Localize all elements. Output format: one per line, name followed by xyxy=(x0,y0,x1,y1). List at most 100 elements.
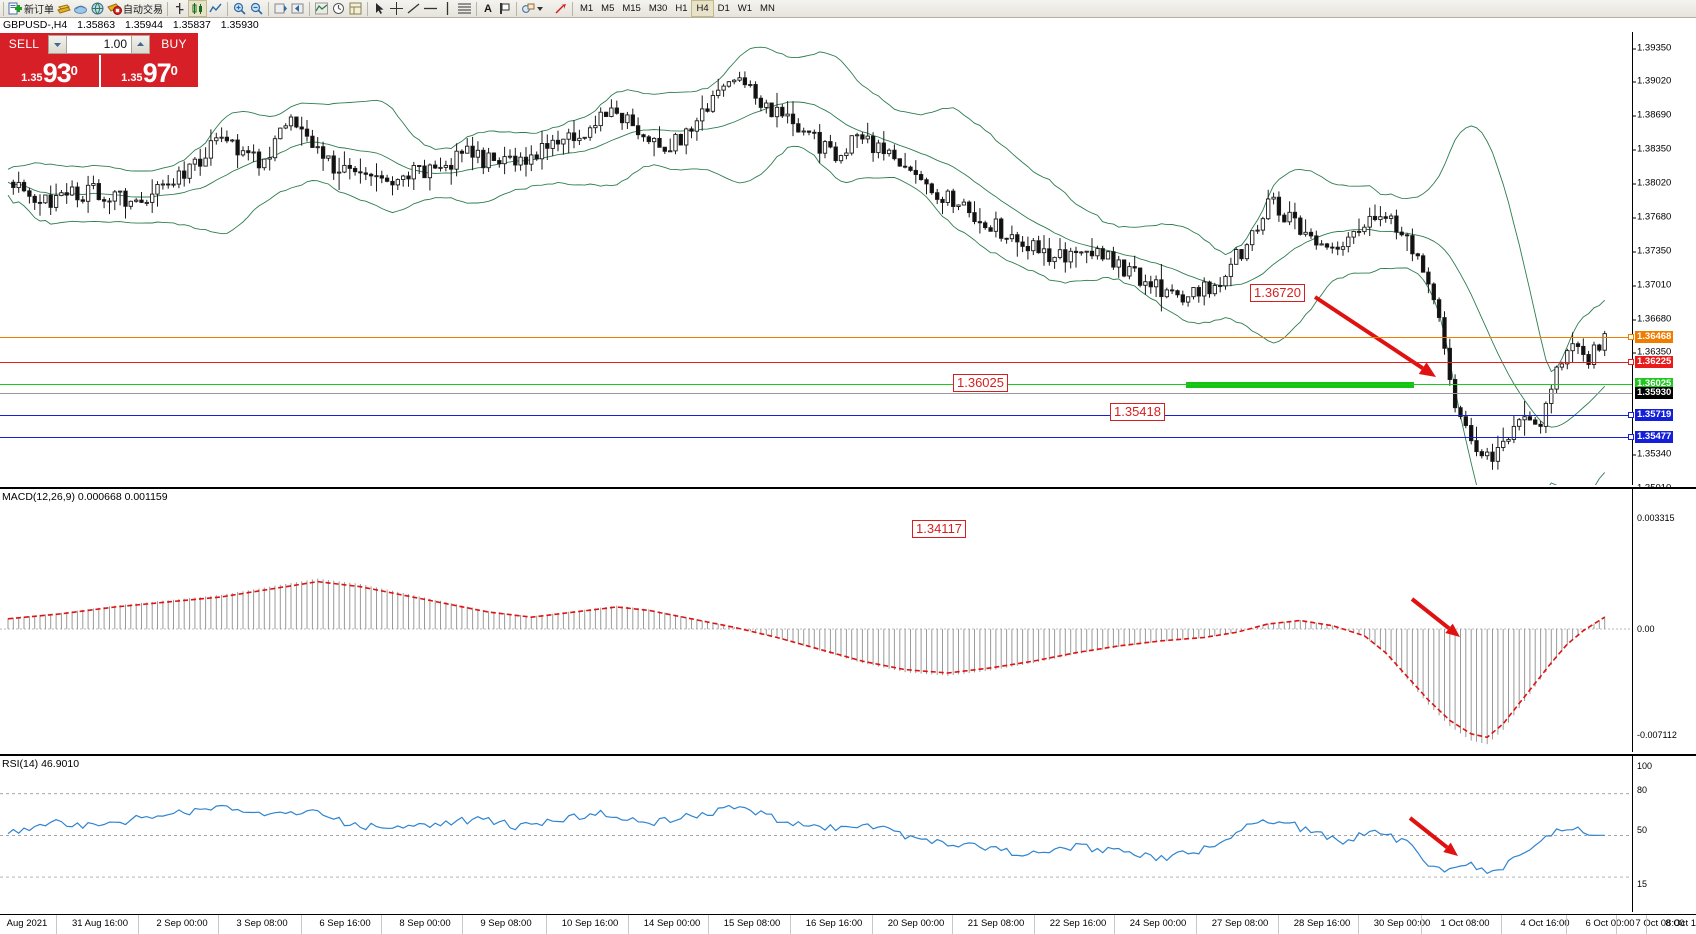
time-tick: 6 Sep 16:00 xyxy=(319,918,371,929)
level-label-resistance-high[interactable]: 1.36468 xyxy=(1635,331,1674,343)
time-separator xyxy=(1114,915,1115,934)
price-tick: 1.38690 xyxy=(1632,109,1672,121)
crosshair-tool[interactable] xyxy=(388,0,405,17)
h-line-1-36468[interactable] xyxy=(0,337,1632,338)
horizontal-line-tool[interactable] xyxy=(422,0,439,17)
zoom-out-button[interactable] xyxy=(248,0,265,17)
candlestick-chart-button[interactable] xyxy=(188,0,207,17)
h-line-1-35719[interactable] xyxy=(0,415,1632,416)
h-line-1-36225[interactable] xyxy=(0,362,1632,363)
new-order-label: 新订单 xyxy=(24,5,54,16)
h-line-1-35477[interactable] xyxy=(0,437,1632,438)
level-label-support-blue-2[interactable]: 1.35477 xyxy=(1635,431,1674,443)
periodicity-button[interactable] xyxy=(330,0,347,17)
time-tick: 20 Sep 00:00 xyxy=(887,918,945,929)
time-separator xyxy=(872,915,873,934)
market-watch-button[interactable] xyxy=(89,0,106,17)
gold-bars-button[interactable] xyxy=(55,0,72,17)
annotation-low-1-35418[interactable]: 1.35418 xyxy=(1110,403,1165,421)
text-tool[interactable]: A xyxy=(480,0,496,17)
trendline-tool[interactable] xyxy=(405,0,422,17)
time-tick: 27 Sep 08:00 xyxy=(1211,918,1269,929)
chevron-down-icon[interactable] xyxy=(536,1,551,16)
new-order-button[interactable]: 新订单 xyxy=(7,0,55,17)
shapes-tool[interactable] xyxy=(520,0,552,17)
symbol-name: GBPUSD-,H4 xyxy=(3,19,68,31)
time-tick: 7 Oct 08:00 xyxy=(1635,918,1685,929)
volume-input[interactable]: 1.00 xyxy=(67,34,131,54)
macd-plot-area[interactable] xyxy=(0,489,1632,752)
volume-control[interactable]: 1.00 xyxy=(48,33,150,55)
price-tick: 1.39020 xyxy=(1632,75,1672,87)
main-price-scale[interactable]: 1.39350 1.39020 1.38690 1.38350 1.38020 1.376… xyxy=(1628,32,1696,562)
rsi-plot-area[interactable] xyxy=(0,756,1632,912)
fibonacci-tool[interactable] xyxy=(456,0,473,17)
macd-pane[interactable]: MACD(12,26,9) 0.000668 0.001159 0.003315… xyxy=(0,487,1696,752)
main-chart-pane[interactable]: 1.36720 1.36025 1.35418 1.34117 1.39350 1.39… xyxy=(0,32,1696,562)
timeframe-button-m15[interactable]: M15 xyxy=(622,3,641,14)
macd-tick: 0.00 xyxy=(1637,624,1655,634)
macd-chart-svg xyxy=(0,578,1632,745)
rsi-pane[interactable]: RSI(14) 46.9010 100 80 50 15 xyxy=(0,754,1696,912)
timeframe-button-m5[interactable]: M5 xyxy=(601,3,615,14)
annotation-high-1-36720[interactable]: 1.36720 xyxy=(1250,284,1305,302)
timeframe-button-d1[interactable]: D1 xyxy=(717,3,730,14)
time-axis[interactable]: Aug 2021 31 Aug 16:00 2 Sep 00:00 3 Sep 08:… xyxy=(0,914,1696,934)
symbol-high: 1.35944 xyxy=(125,19,163,31)
time-tick: 15 Sep 08:00 xyxy=(723,918,781,929)
annotation-pivot-1-36025[interactable]: 1.36025 xyxy=(953,374,1008,392)
time-separator xyxy=(628,915,629,934)
level-handle[interactable] xyxy=(1628,434,1634,440)
time-separator xyxy=(1196,915,1197,934)
chart-shift-button[interactable] xyxy=(289,0,306,17)
time-tick: 22 Sep 16:00 xyxy=(1049,918,1107,929)
auto-trading-button[interactable]: 自动交易 xyxy=(106,0,164,17)
timeframe-button-m1[interactable]: M1 xyxy=(579,3,594,14)
time-separator xyxy=(790,915,791,934)
annotation-low-1-34117[interactable]: 1.34117 xyxy=(912,520,967,538)
level-label-resistance[interactable]: 1.36225 xyxy=(1635,356,1674,368)
rsi-tick: 50 xyxy=(1637,825,1648,835)
volume-increment-button[interactable] xyxy=(131,34,150,54)
indicators-button[interactable] xyxy=(313,0,330,17)
timeframe-button-m30[interactable]: M30 xyxy=(648,3,668,14)
level-handle[interactable] xyxy=(1628,334,1634,340)
arrows-tool[interactable] xyxy=(552,0,569,17)
toolbar-divider-8 xyxy=(515,1,517,16)
autoscroll-button[interactable] xyxy=(272,0,289,17)
time-separator xyxy=(1616,915,1617,934)
level-label-support-blue-1[interactable]: 1.35719 xyxy=(1635,409,1674,421)
timeframe-button-w1[interactable]: W1 xyxy=(737,3,753,14)
sell-price-display[interactable]: 1.35 93 0 xyxy=(0,55,99,87)
h-line-1-36025[interactable] xyxy=(0,384,1632,385)
time-separator xyxy=(56,915,57,934)
level-handle[interactable] xyxy=(1628,412,1634,418)
timeframe-button-h1[interactable]: H1 xyxy=(675,3,688,14)
label-tool[interactable] xyxy=(496,0,513,17)
level-handle[interactable] xyxy=(1628,359,1634,365)
level-label-current-price[interactable]: 1.35930 xyxy=(1635,387,1674,399)
buy-price-display[interactable]: 1.35 97 0 xyxy=(99,55,198,87)
terminal-button[interactable] xyxy=(72,0,89,17)
sell-button[interactable]: SELL xyxy=(0,33,48,55)
one-click-trading-panel[interactable]: SELL 1.00 BUY 1.35 93 0 1.35 97 0 xyxy=(0,33,198,87)
main-plot-area[interactable]: 1.36720 1.36025 1.35418 1.34117 xyxy=(0,32,1632,538)
volume-decrement-button[interactable] xyxy=(48,34,67,54)
h-line-1-35930[interactable] xyxy=(0,393,1632,394)
vertical-line-tool[interactable] xyxy=(439,0,456,17)
templates-button[interactable] xyxy=(347,0,364,17)
timeframe-button-mn[interactable]: MN xyxy=(760,3,775,14)
line-chart-button[interactable] xyxy=(207,0,224,17)
timeframe-button-h4[interactable]: H4 xyxy=(691,0,714,17)
buy-button[interactable]: BUY xyxy=(150,33,198,55)
zoom-in-button[interactable] xyxy=(231,0,248,17)
bar-chart-button[interactable] xyxy=(171,0,188,17)
cursor-tool[interactable] xyxy=(371,0,388,17)
time-separator xyxy=(546,915,547,934)
new-order-icon xyxy=(8,1,23,16)
candlestick-icon xyxy=(190,1,205,16)
auto-trading-icon xyxy=(107,1,122,16)
time-tick: 28 Sep 16:00 xyxy=(1293,918,1351,929)
toolbar-divider-9 xyxy=(571,1,573,16)
